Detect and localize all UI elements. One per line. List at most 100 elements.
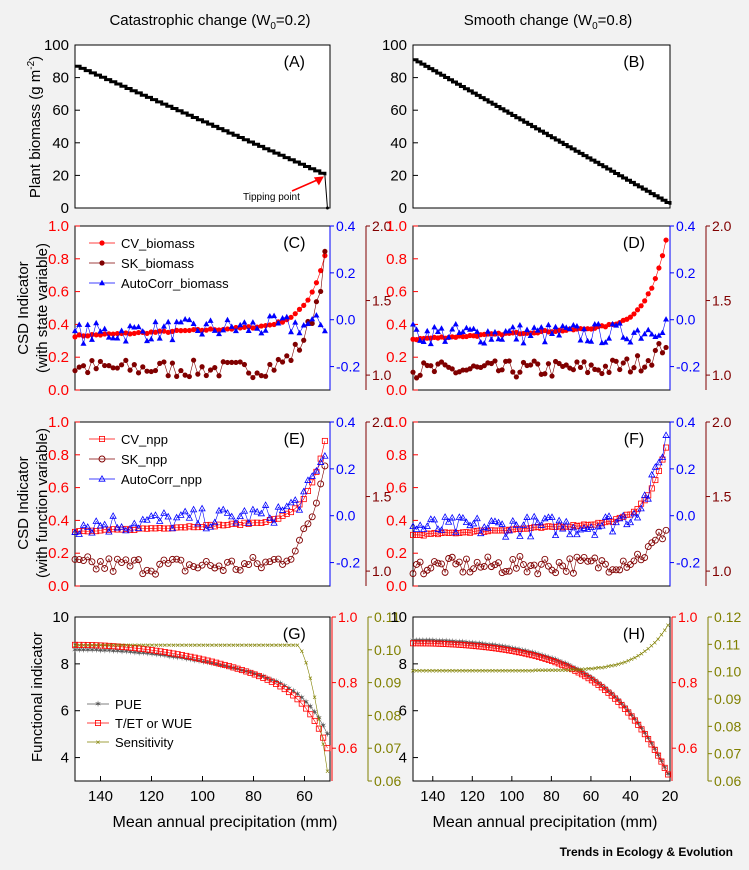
series-AutoCorr_npp-point xyxy=(160,509,168,516)
series-TETorWUE-point xyxy=(549,658,556,665)
series-Sensitivity-point: × xyxy=(265,641,270,650)
series-SK_biomass-point xyxy=(102,362,108,369)
series-Sensitivity-point: × xyxy=(431,666,436,675)
series-Sensitivity-point: × xyxy=(124,641,129,650)
secondary-y-tick-label: 2.0 xyxy=(712,414,732,430)
y-tick-label: 1.0 xyxy=(48,414,69,431)
series-SK_npp-point xyxy=(257,564,265,572)
series-PUE-point: ✶ xyxy=(595,678,603,688)
series-PUE-point: ✶ xyxy=(661,762,669,772)
series-SK_biomass-point xyxy=(656,341,662,347)
series-TETorWUE-point xyxy=(439,640,446,647)
y-tick-label: 1.0 xyxy=(386,414,407,431)
series-TETorWUE-point xyxy=(315,725,322,732)
series-Sensitivity-point: × xyxy=(662,626,667,635)
series-CV_npp-point xyxy=(581,521,588,528)
series-SK_biomass-point xyxy=(513,374,519,380)
series-TETorWUE-point xyxy=(612,695,619,702)
series-SK_biomass-point xyxy=(510,369,516,375)
series-SK_npp-point xyxy=(598,557,606,565)
series-Sensitivity-point: × xyxy=(517,666,522,675)
series-AutoCorr_biomass-point xyxy=(135,323,142,330)
col-title-left: Catastrophic change (W0=0.2) xyxy=(109,12,310,32)
series-Sensitivity-point: × xyxy=(197,641,202,650)
series-TETorWUE-point xyxy=(661,764,668,771)
panel-E: 0.0 0.2 0.4 0.6 0.8 1.0 -0.2 0.0 0.2 0.4 1.0 1.5 2.0… xyxy=(48,414,392,595)
series-SK_npp-point xyxy=(160,556,168,564)
series-SK_biomass-point xyxy=(624,356,630,362)
series-SK_biomass-point xyxy=(617,366,623,373)
series-PUE-point: ✶ xyxy=(123,647,131,657)
series-PUE-point: ✶ xyxy=(311,707,319,717)
series-Sensitivity-point: × xyxy=(636,652,641,661)
series-SK_npp-point xyxy=(164,559,172,567)
series-AutoCorr_npp-point xyxy=(562,517,570,525)
series-AutoCorr_biomass-point xyxy=(442,338,449,344)
series-SK_npp-point xyxy=(80,557,87,564)
secondary-y-tick-label: 0.0 xyxy=(676,312,696,328)
series-PUE-point: ✶ xyxy=(601,683,609,693)
series-PUE-point: ✶ xyxy=(631,714,639,724)
secondary-y-tick-label: 0.8 xyxy=(338,675,358,691)
series-TETorWUE-point xyxy=(204,657,211,664)
series-AutoCorr_biomass-point xyxy=(76,321,83,327)
series-AutoCorr_biomass-point xyxy=(275,320,282,326)
series-TETorWUE-point xyxy=(320,734,327,741)
series-PUE-point: ✶ xyxy=(165,651,173,661)
series-AutoCorr_biomass-point xyxy=(559,322,566,329)
y-tick-label: 0.2 xyxy=(48,349,69,366)
series-PUE-point: ✶ xyxy=(144,649,152,659)
series-AutoCorr_npp-point xyxy=(587,523,595,531)
series-AutoCorr_npp-point xyxy=(573,530,581,538)
series-PUE-point: ✶ xyxy=(628,710,636,720)
series-AutoCorr_npp-point xyxy=(491,517,499,525)
series-SK_biomass-point xyxy=(241,361,248,368)
y-tick-label: 0 xyxy=(61,200,69,217)
series-SK_biomass-point xyxy=(190,357,197,363)
secondary-y-tick-label: 1.5 xyxy=(372,293,392,309)
series-AutoCorr_biomass-point xyxy=(258,329,265,336)
series-SK_npp-point xyxy=(559,562,567,570)
legend-label: AutoCorr_npp xyxy=(121,472,202,487)
series-AutoCorr_biomass-point xyxy=(645,326,652,333)
series-Sensitivity-point: × xyxy=(626,656,631,665)
x-tick-label: 40 xyxy=(622,788,639,805)
series-AutoCorr_biomass-point xyxy=(296,329,303,336)
series-SK_biomass-point xyxy=(127,367,133,373)
series-AutoCorr_biomass-point xyxy=(509,323,516,330)
series-SK_biomass-point xyxy=(638,368,644,374)
series-AutoCorr_biomass-point xyxy=(283,313,290,320)
series-TETorWUE-point xyxy=(213,659,220,666)
series-PUE-point: ✶ xyxy=(289,686,297,696)
series-SK_biomass-point xyxy=(254,370,260,376)
series-AutoCorr_biomass-point xyxy=(534,327,541,333)
series-SK_npp-point xyxy=(473,558,481,566)
series-CV_npp-point xyxy=(283,510,290,517)
series-Sensitivity-point: × xyxy=(447,666,452,675)
series-PUE-point: ✶ xyxy=(101,645,109,655)
series-CV_biomass-point xyxy=(301,302,307,309)
series-SK_npp-point xyxy=(321,462,329,470)
series-SK_biomass-point xyxy=(659,350,666,356)
x-axis-label-left: Mean annual precipitation (mm) xyxy=(113,814,338,831)
series-Sensitivity-point: × xyxy=(563,666,568,675)
y-tick-label: 8 xyxy=(61,656,69,673)
series-Sensitivity-point: × xyxy=(180,641,185,650)
series-SK_npp-point xyxy=(152,570,159,578)
series-SK_biomass-point xyxy=(620,360,626,366)
series-SK_npp-point xyxy=(484,553,492,561)
series-AutoCorr_npp-point xyxy=(206,523,215,530)
panel-B: 0 20 40 60 80 100 (B) xyxy=(382,37,672,217)
series-Sensitivity-point: × xyxy=(580,665,585,674)
series-SK_npp-point xyxy=(534,570,542,578)
series-SK_biomass-point xyxy=(634,353,641,359)
series-Sensitivity-point: × xyxy=(145,641,150,650)
series-AutoCorr_npp-point xyxy=(100,520,109,528)
series-TETorWUE-line xyxy=(75,644,328,749)
series-PUE-point: ✶ xyxy=(651,744,659,754)
series-SK_biomass-point xyxy=(279,359,286,365)
series-SK_npp-point xyxy=(452,560,460,568)
series-TETorWUE-point xyxy=(496,645,503,652)
x-tick-label: 120 xyxy=(139,788,164,805)
series-AutoCorr_npp-point xyxy=(228,512,236,520)
